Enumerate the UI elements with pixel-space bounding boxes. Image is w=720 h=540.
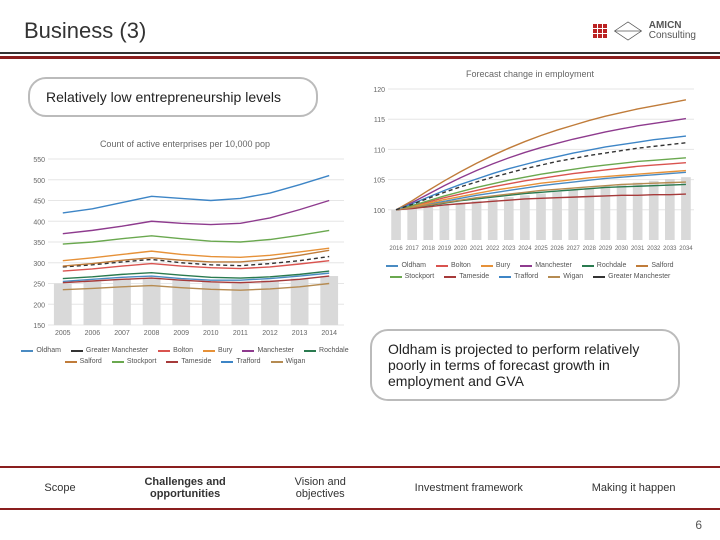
nav-bar: Scope Challenges andopportunities Vision a… bbox=[0, 466, 720, 510]
svg-text:200: 200 bbox=[33, 302, 45, 309]
legend-item: Rochdale bbox=[304, 347, 349, 354]
svg-text:2027: 2027 bbox=[567, 246, 581, 252]
legend-item: Greater Manchester bbox=[593, 273, 670, 280]
svg-text:2005: 2005 bbox=[55, 330, 71, 337]
svg-text:2021: 2021 bbox=[470, 246, 484, 252]
legend-item: Rochdale bbox=[582, 262, 627, 269]
content-area: Relatively low entrepreneurship levels F… bbox=[0, 59, 720, 459]
svg-text:2028: 2028 bbox=[583, 246, 597, 252]
svg-text:120: 120 bbox=[373, 87, 385, 94]
legend-item: Stockport bbox=[390, 273, 435, 280]
legend-item: Bury bbox=[203, 347, 232, 354]
svg-text:300: 300 bbox=[33, 261, 45, 268]
legend-item: Oldham bbox=[386, 262, 426, 269]
legend-item: Tameside bbox=[444, 273, 489, 280]
svg-text:2013: 2013 bbox=[292, 330, 308, 337]
svg-text:2011: 2011 bbox=[233, 330, 248, 337]
svg-text:2023: 2023 bbox=[502, 246, 516, 252]
divider-top bbox=[0, 52, 720, 54]
logo-triangle-icon bbox=[613, 20, 643, 42]
legend-item: Wigan bbox=[271, 358, 306, 365]
svg-text:2026: 2026 bbox=[550, 246, 564, 252]
legend-item: Wigan bbox=[548, 273, 583, 280]
legend-item: Salford bbox=[65, 358, 102, 365]
svg-text:450: 450 bbox=[33, 199, 45, 206]
chart-left-legend: Oldham Greater Manchester Bolton Bury Manche… bbox=[20, 347, 350, 365]
legend-item: Stockport bbox=[112, 358, 157, 365]
legend-item: Oldham bbox=[21, 347, 61, 354]
legend-item: Bury bbox=[481, 262, 510, 269]
svg-text:2032: 2032 bbox=[647, 246, 661, 252]
svg-text:2006: 2006 bbox=[85, 330, 101, 337]
svg-text:2022: 2022 bbox=[486, 246, 500, 252]
svg-text:400: 400 bbox=[33, 219, 45, 226]
svg-text:2025: 2025 bbox=[534, 246, 548, 252]
logo-text: AMICN Consulting bbox=[649, 21, 696, 41]
legend-item: Trafford bbox=[499, 273, 538, 280]
svg-text:250: 250 bbox=[33, 282, 45, 289]
svg-text:2034: 2034 bbox=[679, 246, 693, 252]
svg-text:550: 550 bbox=[33, 157, 45, 164]
legend-item: Trafford bbox=[221, 358, 260, 365]
chart-right-legend: Oldham Bolton Bury Manchester Rochdale Salfor… bbox=[360, 262, 700, 280]
legend-item: Bolton bbox=[158, 347, 193, 354]
svg-text:2016: 2016 bbox=[389, 246, 403, 252]
page-title: Business (3) bbox=[24, 18, 146, 44]
chart-right-title: Forecast change in employment bbox=[360, 69, 700, 79]
svg-text:500: 500 bbox=[33, 178, 45, 185]
svg-text:2019: 2019 bbox=[438, 246, 452, 252]
svg-text:2024: 2024 bbox=[518, 246, 532, 252]
nav-item[interactable]: Making it happen bbox=[592, 482, 676, 494]
legend-item: Bolton bbox=[436, 262, 471, 269]
svg-text:100: 100 bbox=[373, 208, 385, 215]
svg-text:2009: 2009 bbox=[173, 330, 189, 337]
bottom-nav: Scope Challenges andopportunities Vision a… bbox=[0, 466, 720, 510]
svg-text:2010: 2010 bbox=[203, 330, 219, 337]
svg-text:110: 110 bbox=[374, 147, 385, 154]
callout-right: Oldham is projected to perform relativel… bbox=[370, 329, 680, 401]
svg-text:2007: 2007 bbox=[114, 330, 130, 337]
legend-item: Manchester bbox=[242, 347, 294, 354]
svg-text:115: 115 bbox=[374, 117, 385, 124]
legend-item: Salford bbox=[636, 262, 673, 269]
legend-item: Greater Manchester bbox=[71, 347, 148, 354]
logo: AMICN Consulting bbox=[593, 20, 696, 42]
legend-item: Tameside bbox=[166, 358, 211, 365]
chart-right-plot: 1001051101151202016201720182019202020212… bbox=[360, 83, 700, 258]
svg-text:2029: 2029 bbox=[599, 246, 613, 252]
svg-text:2033: 2033 bbox=[663, 246, 677, 252]
svg-text:2012: 2012 bbox=[262, 330, 278, 337]
nav-item[interactable]: Investment framework bbox=[415, 482, 523, 494]
svg-text:150: 150 bbox=[33, 323, 45, 330]
legend-item: Manchester bbox=[520, 262, 572, 269]
chart-left: Count of active enterprises per 10,000 p… bbox=[20, 139, 350, 365]
logo-pixel-icon bbox=[593, 24, 607, 38]
nav-item[interactable]: Scope bbox=[44, 482, 75, 494]
svg-text:2030: 2030 bbox=[615, 246, 629, 252]
chart-left-plot: 150 200 250 300 350 400 450 500 550 2005 2006 2007 2… bbox=[20, 153, 350, 343]
svg-text:2017: 2017 bbox=[405, 246, 419, 252]
svg-text:350: 350 bbox=[33, 240, 45, 247]
svg-text:105: 105 bbox=[373, 178, 385, 185]
callout-left: Relatively low entrepreneurship levels bbox=[28, 77, 318, 117]
chart-left-title: Count of active enterprises per 10,000 p… bbox=[20, 139, 350, 149]
header: Business (3) AMICN Consulting bbox=[0, 0, 720, 52]
nav-item[interactable]: Challenges andopportunities bbox=[144, 476, 225, 500]
svg-text:2018: 2018 bbox=[422, 246, 436, 252]
svg-text:2031: 2031 bbox=[631, 246, 645, 252]
page-number: 6 bbox=[695, 518, 702, 532]
svg-text:2014: 2014 bbox=[321, 330, 337, 337]
nav-item[interactable]: Vision andobjectives bbox=[295, 476, 346, 500]
svg-text:2008: 2008 bbox=[144, 330, 160, 337]
svg-text:2020: 2020 bbox=[454, 246, 468, 252]
chart-right: Forecast change in employment 100 105 110 1… bbox=[360, 69, 700, 280]
